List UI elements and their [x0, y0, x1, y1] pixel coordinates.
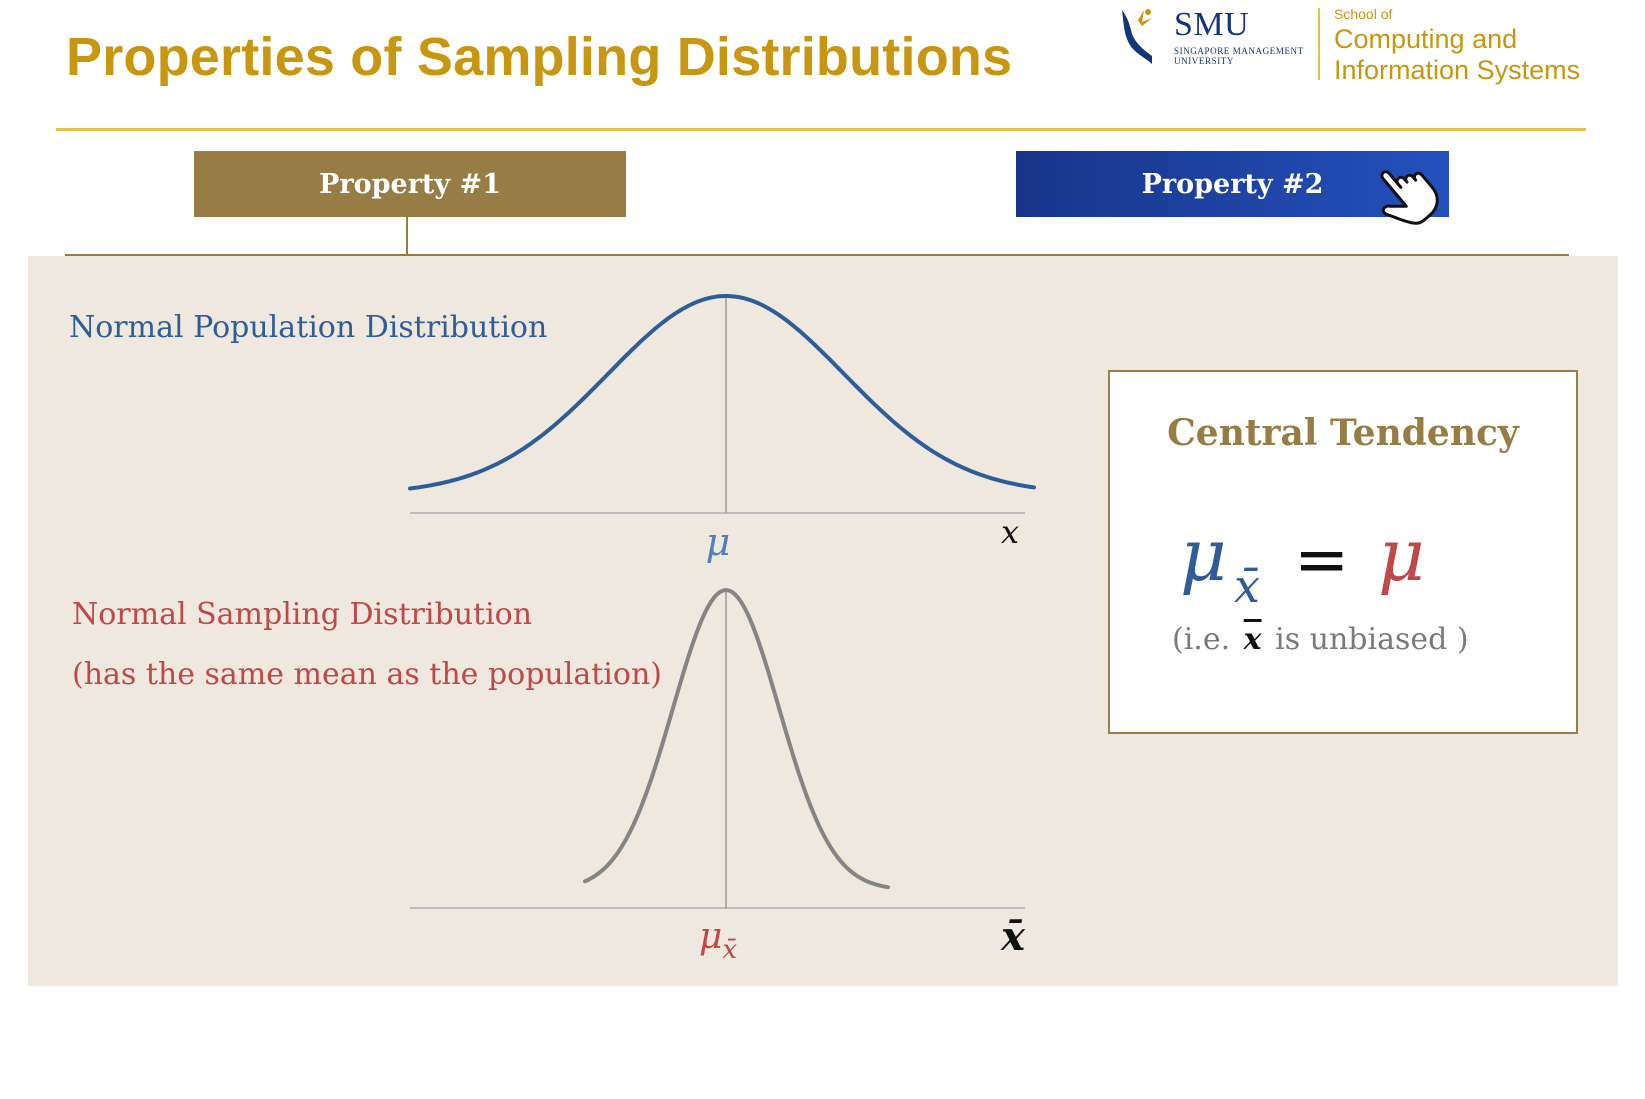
tab-property-1-label: Property #1: [319, 168, 501, 200]
formula-equals: =: [1294, 521, 1349, 598]
formula-rhs: μ: [1378, 513, 1425, 597]
central-tendency-formula: μ x̄ = μ: [1180, 513, 1425, 613]
school-name-line2: Information Systems: [1334, 55, 1581, 85]
school-name: Computing and Information Systems: [1334, 24, 1580, 86]
page-title: Properties of Sampling Distributions: [66, 27, 1013, 87]
population-axis-label: x: [1001, 513, 1019, 551]
hand-pointer-icon: [1380, 170, 1439, 225]
tab-property-1[interactable]: Property #1: [194, 151, 626, 217]
unbiased-note-prefix: (i.e.: [1172, 622, 1231, 657]
sampling-mean-symbol: μ: [699, 916, 722, 957]
school-name-line1: Computing and: [1334, 24, 1518, 54]
tab-connector: [406, 217, 408, 256]
sampling-mean-subscript: x̄: [722, 935, 737, 965]
smu-fullname: SINGAPORE MANAGEMENT UNIVERSITY: [1174, 46, 1304, 66]
population-mean-label: μ: [706, 520, 731, 564]
school-prefix: School of: [1334, 6, 1393, 22]
tab-property-2-label: Property #2: [1141, 168, 1324, 200]
unbiased-note-suffix: is unbiased ): [1275, 622, 1469, 657]
sampling-axis-label: x̄: [1000, 913, 1026, 960]
smu-wordmark: SMU: [1174, 6, 1250, 43]
central-tendency-title: Central Tendency: [1167, 412, 1519, 454]
sampling-mean-label: μx̄: [699, 916, 737, 965]
formula-lhs-subscript: x̄: [1234, 559, 1260, 613]
title-underline: [56, 128, 1586, 131]
formula-lhs: μ: [1180, 513, 1227, 597]
sampling-curve: [583, 587, 890, 890]
central-tendency-card: Central Tendency μ x̄ = μ (i.e. x is unb…: [1108, 370, 1578, 734]
unbiased-note: (i.e. x is unbiased ): [1172, 622, 1469, 657]
population-label: Normal Population Distribution: [69, 310, 548, 345]
tab-property-2[interactable]: Property #2: [1016, 151, 1449, 217]
panel-top-rule: [65, 254, 1569, 256]
xbar-symbol: x: [1243, 622, 1262, 657]
sampling-label: Normal Sampling Distribution: [72, 597, 533, 632]
logo-divider: [1318, 8, 1320, 80]
population-curve: [408, 294, 1036, 491]
school-logo: SMU SINGAPORE MANAGEMENT UNIVERSITY Scho…: [1118, 6, 1638, 86]
sampling-note: (has the same mean as the population): [72, 657, 662, 692]
smu-emblem-icon: [1122, 9, 1152, 64]
